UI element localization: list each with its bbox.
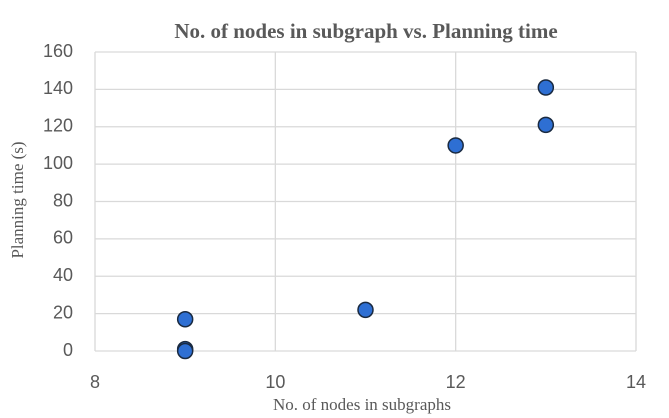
x-axis-label: No. of nodes in subgraphs: [273, 395, 451, 414]
chart-title: No. of nodes in subgraph vs. Planning ti…: [174, 19, 557, 43]
y-axis-label: Planning time (s): [8, 141, 27, 258]
y-tick-label: 60: [53, 228, 73, 248]
x-tick-label: 14: [626, 372, 646, 392]
x-tick-label: 12: [446, 372, 466, 392]
y-tick-label: 40: [53, 265, 73, 285]
y-tick-label: 120: [43, 116, 73, 136]
y-tick-label: 0: [63, 340, 73, 360]
y-tick-label: 140: [43, 78, 73, 98]
data-point: [176, 342, 194, 360]
y-tick-label: 80: [53, 190, 73, 210]
x-tick-label: 8: [90, 372, 100, 392]
x-tick-label: 10: [265, 372, 285, 392]
data-point: [447, 137, 464, 154]
y-tick-label: 100: [43, 153, 73, 173]
data-point: [537, 116, 555, 134]
y-tick-label: 160: [43, 41, 73, 61]
data-point: [537, 79, 555, 96]
y-tick-label: 20: [53, 302, 73, 322]
data-point: [176, 310, 194, 328]
data-point: [357, 301, 374, 319]
